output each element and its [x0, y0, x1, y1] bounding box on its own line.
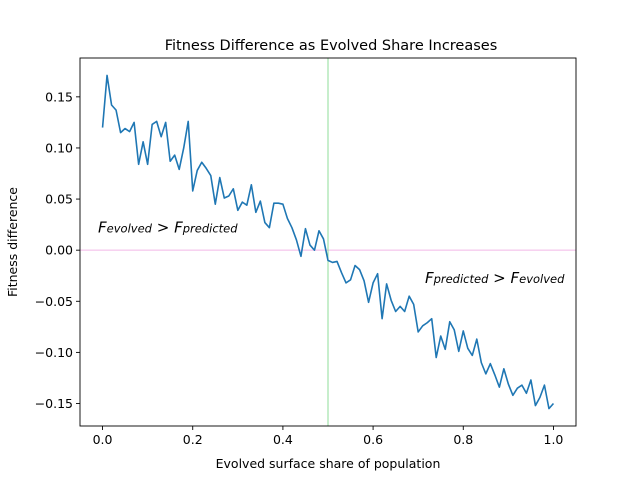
x-axis-label: Evolved surface share of population: [216, 456, 441, 471]
y-axis-label: Fitness difference: [5, 187, 20, 297]
x-tick-label: 0.0: [93, 432, 113, 447]
y-axis: 0.15 0.10 0.05 0.00 −0.05 −0.10 −0.15: [35, 89, 80, 411]
annotations: Fevolved > Fpredicted Fpredicted > Fevolv…: [98, 219, 565, 287]
x-tick-label: 1.0: [544, 432, 564, 447]
plot-frame: [79, 57, 577, 427]
y-tick-label: −0.15: [35, 396, 73, 411]
chart-title: Fitness Difference as Evolved Share Incr…: [165, 38, 498, 54]
y-tick-label: −0.05: [35, 294, 73, 309]
annotation-predicted-gt-evolved: Fpredicted > Fevolved: [425, 269, 565, 287]
x-tick-label: 0.4: [273, 432, 293, 447]
series-line-0: [101, 74, 555, 410]
annotation-evolved-gt-predicted: Fevolved > Fpredicted: [98, 219, 238, 237]
plot-area: [80, 58, 576, 426]
x-tick-label: 0.6: [363, 432, 383, 447]
x-tick-label: 0.8: [453, 432, 473, 447]
y-tick-label: 0.10: [45, 140, 73, 155]
y-tick-label: 0.00: [45, 243, 73, 258]
x-axis: 0.0 0.2 0.4 0.6 0.8 1.0: [93, 426, 564, 447]
x-tick-label: 0.2: [183, 432, 203, 447]
y-tick-label: 0.15: [45, 89, 73, 104]
y-tick-label: 0.05: [45, 192, 73, 207]
y-tick-label: −0.10: [35, 345, 73, 360]
